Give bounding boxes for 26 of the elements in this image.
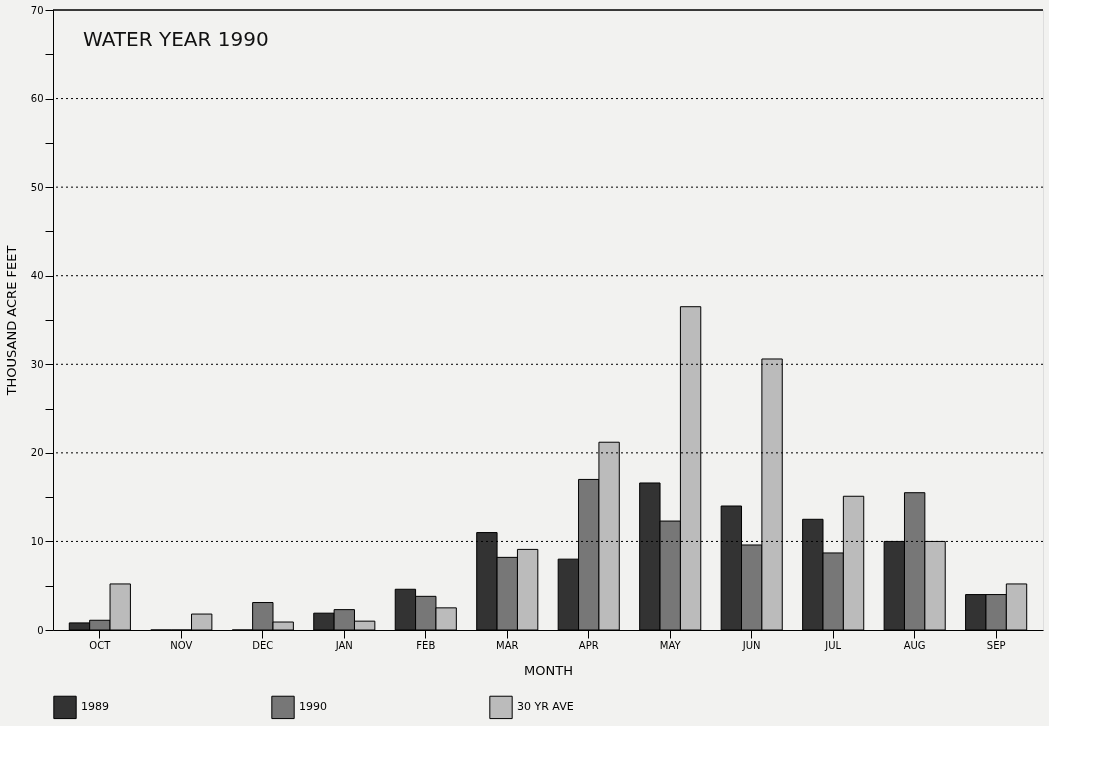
text: WATER YEAR 1990 <box>83 27 269 51</box>
x-tick-label: OCT <box>89 639 112 651</box>
x-tick-label: NOV <box>170 639 193 651</box>
x-tick-label: JAN <box>334 639 353 651</box>
y-tick-label: 0 <box>37 624 44 636</box>
y-axis-title: THOUSAND ACRE FEET <box>3 245 19 397</box>
y-tick-label: 70 <box>30 4 44 16</box>
x-tick-label: FEB <box>416 639 436 651</box>
y-tick-label: 50 <box>30 181 44 193</box>
x-tick-label: APR <box>578 639 599 651</box>
y-tick-label: 40 <box>30 270 44 282</box>
y-tick-label: 20 <box>30 447 44 459</box>
x-tick-label: AUG <box>903 639 926 651</box>
y-tick-label: 30 <box>30 358 44 370</box>
x-tick-label: JUN <box>741 639 761 651</box>
x-tick-label: JUL <box>824 639 842 651</box>
x-axis-title: MONTH <box>524 662 573 678</box>
y-tick-label: 10 <box>30 535 44 547</box>
x-tick-label: SEP <box>986 639 1006 651</box>
legend-label: 1989 <box>81 700 109 714</box>
x-tick-label: DEC <box>252 639 274 651</box>
x-tick-label: MAR <box>496 639 519 651</box>
legend-label: 1990 <box>299 700 327 714</box>
x-tick-label: MAY <box>659 639 682 651</box>
legend-label: 30 YR AVE <box>517 700 574 714</box>
y-tick-label: 60 <box>30 93 44 105</box>
